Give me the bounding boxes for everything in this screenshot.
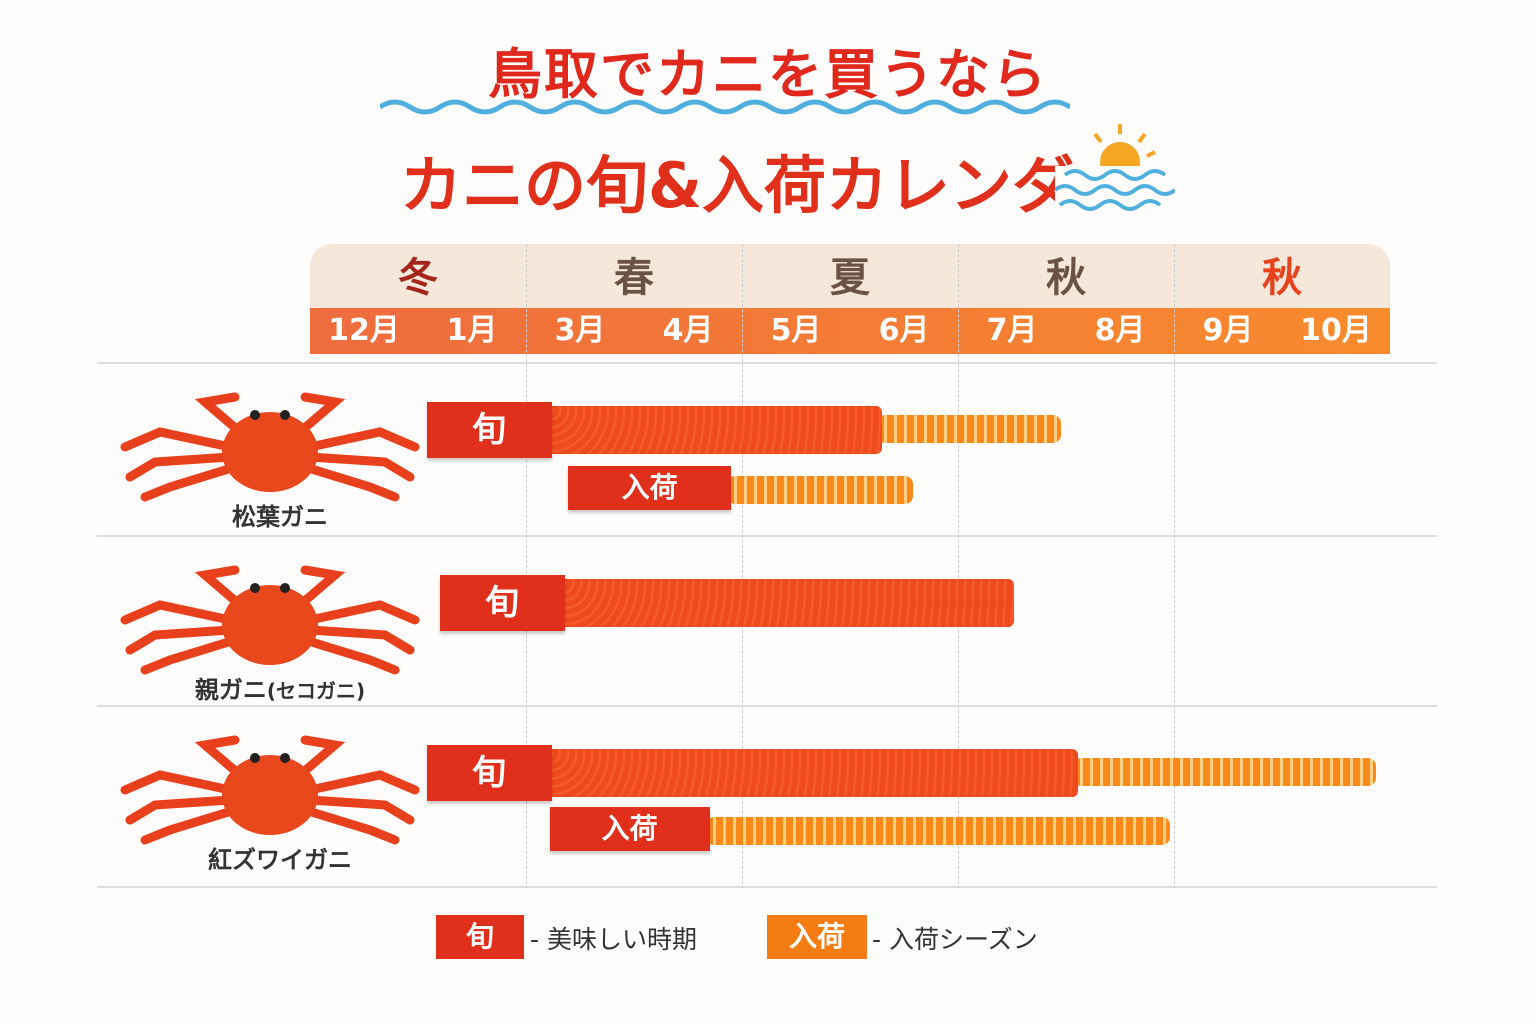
shun-label: 旬 xyxy=(426,402,552,458)
shun-bar xyxy=(559,579,1015,627)
season-divider xyxy=(1174,244,1175,884)
legend-shun-text: - 美味しい時期 xyxy=(530,925,697,954)
shun-label: 旬 xyxy=(439,575,565,631)
wave-decoration xyxy=(380,99,1070,115)
row-divider xyxy=(97,705,1437,707)
month-label: 3月 xyxy=(554,313,606,348)
crab-name-sub: (セコガニ) xyxy=(266,679,366,703)
month-label: 10月 xyxy=(1300,313,1372,348)
legend-nyuka-box: 入荷 xyxy=(767,915,867,959)
crab-name: 紅ズワイガニ xyxy=(130,840,430,875)
month-label: 5月 xyxy=(770,313,822,348)
crab-illustration xyxy=(120,730,420,849)
nyuka-bar xyxy=(727,476,913,504)
month-label: 12月 xyxy=(328,313,400,348)
row-divider xyxy=(97,535,1437,537)
shun-bar xyxy=(546,749,1078,797)
month-label: 7月 xyxy=(986,313,1038,348)
season-divider xyxy=(526,244,527,884)
sunset-icon xyxy=(1055,124,1175,215)
crab-name: 親ガニ(セコガニ) xyxy=(130,670,430,705)
month-label: 8月 xyxy=(1094,313,1146,348)
crab-name-text: 親ガニ xyxy=(194,676,267,704)
month-label: 6月 xyxy=(878,313,930,348)
season-label: 冬 xyxy=(398,255,438,301)
title-line2: カニの旬&入荷カレンダー xyxy=(399,149,1137,222)
season-label: 秋 xyxy=(1262,255,1302,301)
nyuka-bar xyxy=(705,817,1170,845)
crab-illustration xyxy=(120,560,420,679)
row-divider xyxy=(97,362,1437,364)
month-label: 4月 xyxy=(662,313,714,348)
shun-label: 旬 xyxy=(426,745,552,801)
crab-name-text: 紅ズワイガニ xyxy=(208,846,352,874)
crab-name: 松葉ガニ xyxy=(130,497,430,532)
month-label: 1月 xyxy=(446,313,498,348)
season-label: 夏 xyxy=(830,255,870,301)
nyuka-label: 入荷 xyxy=(568,466,732,510)
shun-extended-bar xyxy=(877,415,1061,443)
title-line1: 鳥取でカニを買うなら xyxy=(488,43,1048,106)
season-label: 春 xyxy=(614,255,654,301)
season-label: 秋 xyxy=(1046,255,1086,301)
calendar-header: 冬 春 夏 秋 秋 12月 1月 3月 4月 5月 6月 7月 8月 9月 10月 xyxy=(310,244,1390,354)
legend-nyuka-text: - 入荷シーズン xyxy=(872,925,1038,954)
month-label: 9月 xyxy=(1202,313,1254,348)
crab-illustration xyxy=(120,387,420,506)
legend-shun-box: 旬 xyxy=(436,915,524,959)
crab-name-text: 松葉ガニ xyxy=(232,503,328,531)
shun-extended-bar xyxy=(1072,758,1377,786)
shun-bar xyxy=(546,406,883,454)
nyuka-label: 入荷 xyxy=(549,807,710,851)
season-divider xyxy=(742,244,743,884)
season-divider xyxy=(958,244,959,884)
row-divider xyxy=(97,886,1437,888)
